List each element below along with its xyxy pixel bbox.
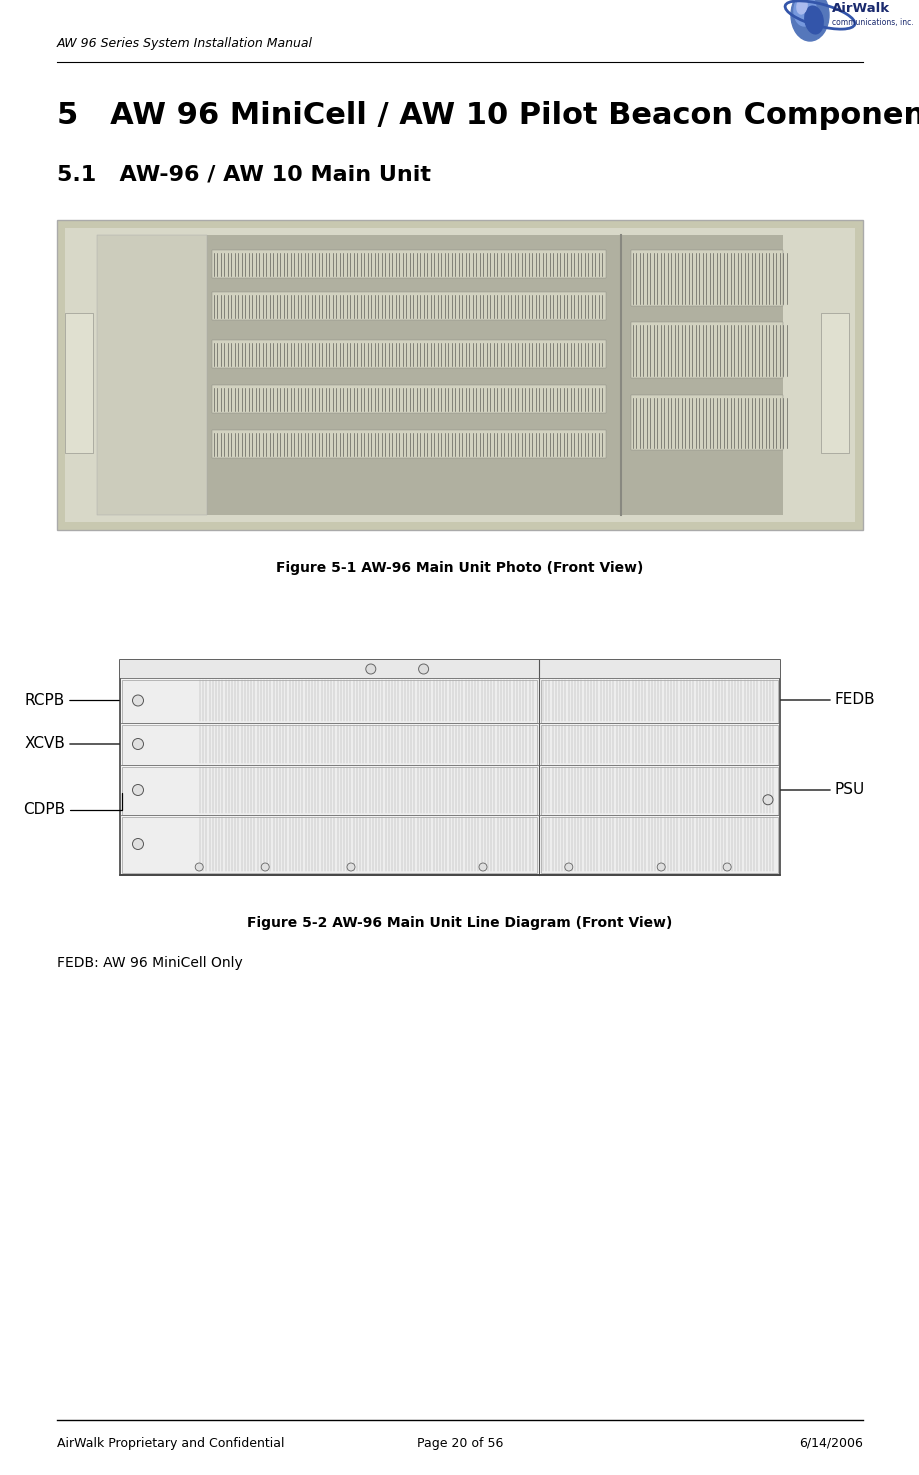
Bar [211, 385, 606, 413]
Bar [96, 235, 782, 515]
Bar [211, 431, 606, 459]
Bar [540, 817, 777, 873]
Bar [630, 249, 782, 305]
Ellipse shape [790, 0, 828, 41]
Text: FEDB: FEDB [834, 692, 875, 708]
Circle shape [479, 863, 486, 872]
Text: communications, inc.: communications, inc. [831, 18, 913, 27]
Bar [119, 659, 779, 875]
Text: Page 20 of 56: Page 20 of 56 [416, 1437, 503, 1450]
Bar [122, 726, 537, 766]
Circle shape [722, 863, 731, 872]
Bar [122, 767, 537, 816]
Bar [65, 229, 854, 522]
Text: FEDB: AW 96 MiniCell Only: FEDB: AW 96 MiniCell Only [57, 956, 243, 971]
Bar [630, 322, 782, 378]
Text: RCPB: RCPB [25, 693, 65, 708]
Bar [96, 235, 207, 515]
Ellipse shape [796, 0, 806, 13]
Circle shape [762, 795, 772, 805]
Text: PSU: PSU [834, 783, 864, 798]
Text: Figure 5-1 AW-96 Main Unit Photo (Front View): Figure 5-1 AW-96 Main Unit Photo (Front … [276, 560, 643, 575]
Circle shape [346, 863, 355, 872]
Bar [211, 249, 606, 277]
Circle shape [418, 664, 428, 674]
Text: AW 96 Series System Installation Manual: AW 96 Series System Installation Manual [57, 37, 312, 50]
Bar [540, 726, 777, 766]
Circle shape [366, 664, 375, 674]
Circle shape [132, 838, 143, 850]
Bar [540, 680, 777, 723]
Bar [211, 341, 606, 367]
Bar [119, 659, 779, 679]
Text: Figure 5-2 AW-96 Main Unit Line Diagram (Front View): Figure 5-2 AW-96 Main Unit Line Diagram … [247, 916, 672, 931]
Text: XCVB: XCVB [24, 736, 65, 751]
Bar [122, 680, 537, 723]
Bar [820, 313, 848, 453]
Text: CDPB: CDPB [23, 802, 65, 817]
Text: 5.1   AW-96 / AW 10 Main Unit: 5.1 AW-96 / AW 10 Main Unit [57, 165, 430, 184]
Bar [211, 292, 606, 320]
Circle shape [261, 863, 269, 872]
Text: 6/14/2006: 6/14/2006 [799, 1437, 862, 1450]
Circle shape [656, 863, 664, 872]
Circle shape [564, 863, 573, 872]
Circle shape [132, 695, 143, 707]
Circle shape [195, 863, 203, 872]
Text: 5   AW 96 MiniCell / AW 10 Pilot Beacon Components: 5 AW 96 MiniCell / AW 10 Pilot Beacon Co… [57, 100, 919, 130]
Circle shape [132, 739, 143, 749]
Circle shape [132, 785, 143, 795]
Bar [540, 767, 777, 816]
Text: AirWalk Proprietary and Confidential: AirWalk Proprietary and Confidential [57, 1437, 284, 1450]
Text: AirWalk: AirWalk [831, 1, 890, 15]
Bar [65, 313, 93, 453]
Bar [57, 220, 862, 530]
Ellipse shape [804, 6, 823, 34]
Bar [122, 817, 537, 873]
Bar [630, 395, 782, 450]
Ellipse shape [793, 0, 815, 27]
